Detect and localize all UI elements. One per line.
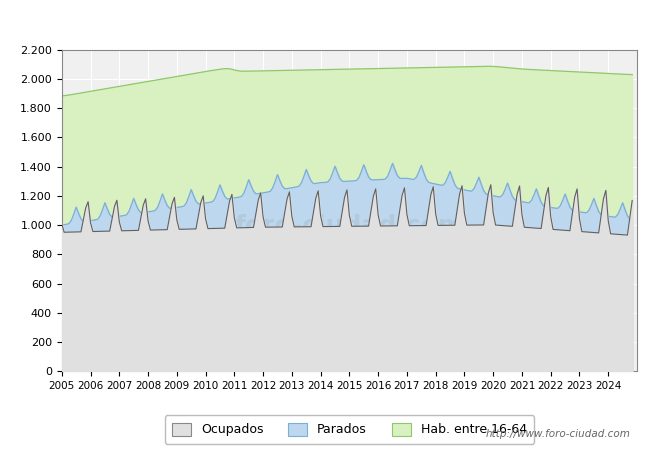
Legend: Ocupados, Parados, Hab. entre 16-64: Ocupados, Parados, Hab. entre 16-64 [164,415,534,444]
Text: Begíjar - Evolucion de la poblacion en edad de Trabajar Noviembre de 2024: Begíjar - Evolucion de la poblacion en e… [83,16,567,29]
Text: http://www.foro-ciudad.com: http://www.foro-ciudad.com [486,429,630,439]
Text: foro-ciudad.com: foro-ciudad.com [235,215,464,238]
